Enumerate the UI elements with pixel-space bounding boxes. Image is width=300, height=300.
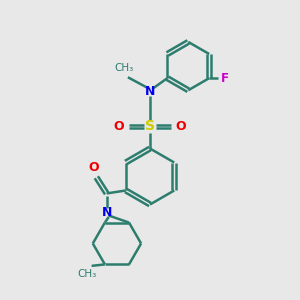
Text: O: O	[176, 120, 186, 133]
Text: O: O	[114, 120, 124, 133]
Text: S: S	[145, 119, 155, 134]
Text: N: N	[101, 206, 112, 219]
Text: CH₃: CH₃	[114, 63, 133, 73]
Text: N: N	[145, 85, 155, 98]
Text: F: F	[220, 72, 228, 85]
Text: O: O	[89, 161, 99, 174]
Text: CH₃: CH₃	[78, 269, 97, 279]
